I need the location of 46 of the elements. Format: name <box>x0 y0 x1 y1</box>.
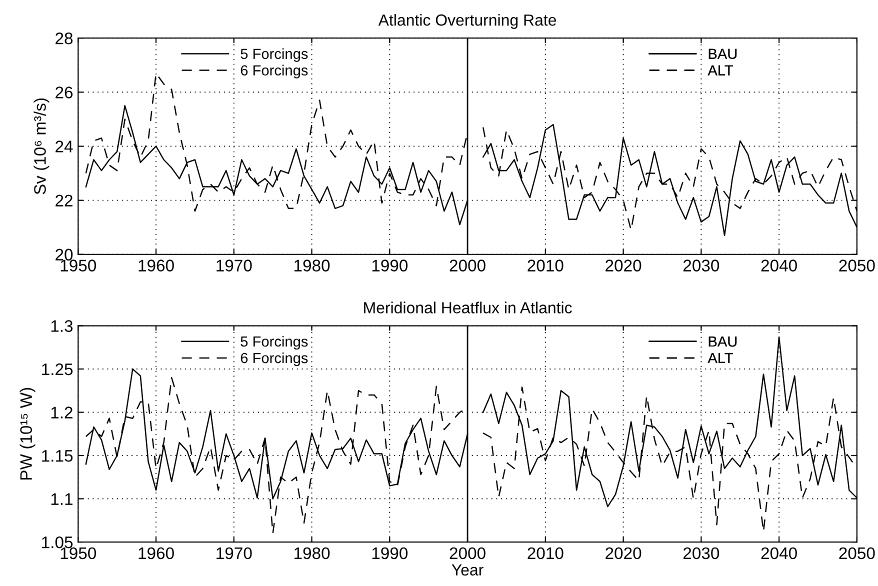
y-tick-label: 1.1 <box>51 493 72 505</box>
x-tick-label: 2020 <box>606 547 642 560</box>
y-tick-label: 22 <box>56 194 72 206</box>
legend-label: ALT <box>708 353 734 364</box>
x-tick-label: 1980 <box>294 260 330 272</box>
x-tick-label: 1960 <box>138 260 174 272</box>
legend-label: BAU <box>708 336 737 347</box>
legend-label: 5 Forcings <box>240 336 308 350</box>
chart-title: Meridional Heatflux in Atlantic <box>364 302 572 314</box>
y-tick-label: 20 <box>56 248 73 261</box>
legend-label: BAU <box>708 48 737 60</box>
x-tick-label: 2010 <box>528 260 564 272</box>
x-tick-label: 2020 <box>606 260 642 272</box>
x-tick-label: 1960 <box>138 547 174 560</box>
x-axis-title: Year <box>452 564 484 576</box>
x-tick-label: 2030 <box>683 547 720 560</box>
y-tick-label: 1.2 <box>51 406 72 418</box>
legend-label: 6 Forcings <box>240 64 308 78</box>
x-tick-label: 1950 <box>60 547 96 560</box>
legend-label: 5 Forcings <box>240 48 308 62</box>
y-tick-label: 1.3 <box>51 320 73 332</box>
x-tick-label: 2040 <box>761 547 797 560</box>
x-tick-label: 1970 <box>216 547 252 560</box>
x-tick-label: 2000 <box>450 547 486 560</box>
x-tick-label: 2030 <box>683 260 720 272</box>
x-tick-label: 2010 <box>528 547 564 560</box>
y-axis-title: Sv (10⁶ m³/s) <box>34 98 50 194</box>
y-tick-label: 1.15 <box>42 450 73 462</box>
y-tick-label: 1.05 <box>42 536 73 548</box>
x-tick-label: 1990 <box>372 547 408 560</box>
legend-label: ALT <box>708 65 734 76</box>
y-tick-label: 24 <box>56 140 73 152</box>
x-tick-label: 2040 <box>761 260 797 272</box>
x-tick-label: 1990 <box>372 260 408 272</box>
x-tick-label: 1980 <box>294 547 330 560</box>
x-tick-label: 1950 <box>60 260 96 272</box>
y-axis-title: PW (10¹⁵ W) <box>20 388 36 480</box>
x-tick-label: 1970 <box>216 260 252 272</box>
y-tick-label: 1.25 <box>42 363 73 376</box>
y-tick-label: 28 <box>56 32 73 44</box>
legend-label: 6 Forcings <box>240 352 308 366</box>
chart-title: Atlantic Overturning Rate <box>378 14 556 29</box>
x-tick-label: 2050 <box>839 260 875 272</box>
x-tick-label: 2000 <box>450 260 486 272</box>
y-tick-label: 26 <box>56 86 73 98</box>
x-tick-label: 2050 <box>839 547 875 560</box>
